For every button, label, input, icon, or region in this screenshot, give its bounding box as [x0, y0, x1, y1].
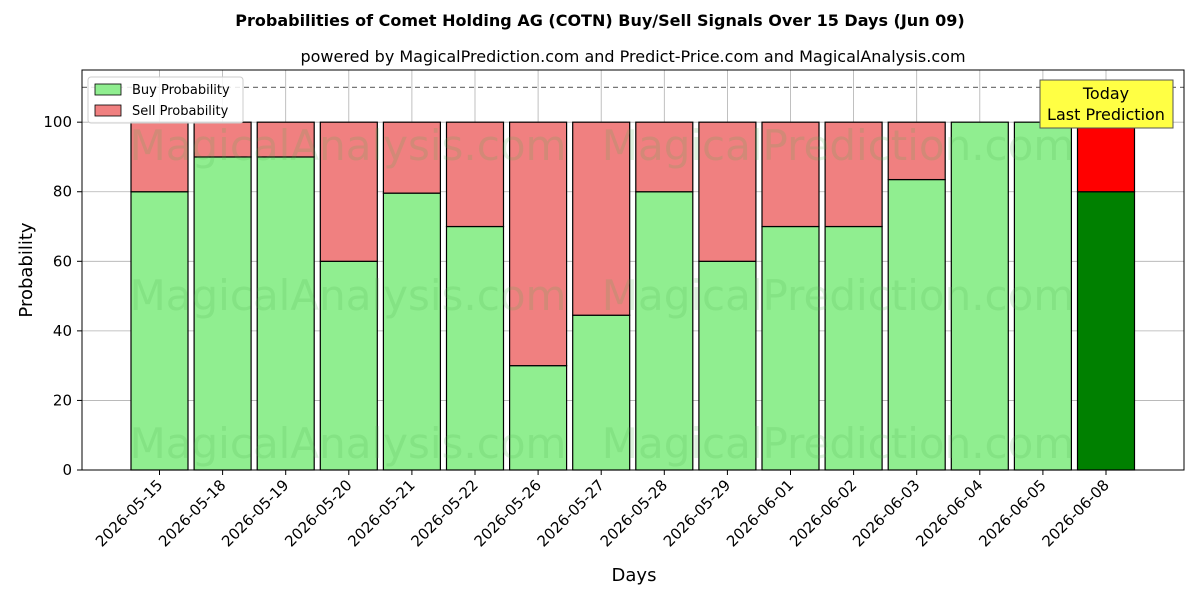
chart-title: Probabilities of Comet Holding AG (COTN)… — [235, 11, 964, 30]
buy-bar — [824, 225, 883, 471]
sell-bar — [445, 121, 505, 228]
annotation-box — [1039, 79, 1174, 129]
buy-bar — [761, 225, 820, 471]
watermark-text: MagicalPrediction.com — [602, 271, 1075, 320]
legend-label: Sell Probability — [132, 104, 229, 119]
buy-bar — [950, 121, 1009, 471]
sell-bar — [130, 121, 189, 193]
buy-bar — [382, 192, 441, 471]
sell-bar — [509, 121, 568, 367]
x-axis-label: Days — [612, 565, 657, 586]
buy-bar — [509, 365, 568, 471]
buy-bar — [698, 260, 757, 471]
sell-bar — [382, 121, 441, 194]
legend-swatch — [94, 104, 122, 117]
watermark-text: MagicalAnalysis.com — [130, 121, 567, 170]
y-tick-label: 40 — [53, 322, 72, 340]
watermark-text: MagicalPrediction.com — [602, 121, 1075, 170]
legend-box — [87, 76, 244, 124]
legend-swatch — [94, 83, 122, 96]
sell-bar — [572, 121, 631, 316]
annotation-text: Last Prediction — [1047, 105, 1165, 124]
sell-bar — [193, 121, 252, 158]
sell-bar — [698, 121, 757, 262]
y-tick-label: 0 — [62, 461, 72, 479]
watermark-text: MagicalAnalysis.com — [130, 419, 567, 468]
watermark-text: MagicalPrediction.com — [602, 419, 1075, 468]
buy-bar — [572, 314, 631, 471]
bars — [130, 121, 1136, 471]
watermark-text: MagicalAnalysis.com — [130, 271, 567, 320]
buy-bar — [256, 156, 315, 471]
buy-bar — [319, 260, 378, 471]
y-tick-label: 100 — [43, 113, 72, 131]
chart-subtitle: powered by MagicalPrediction.com and Pre… — [300, 47, 965, 66]
watermarks: MagicalAnalysis.com MagicalAnalysis.com Ma… — [130, 121, 1075, 468]
y-axis-label: Probability — [16, 222, 37, 317]
buy-bar — [1076, 191, 1136, 471]
sell-bar — [256, 121, 315, 158]
sell-bar — [635, 121, 694, 193]
legend-label: Buy Probability — [132, 83, 230, 98]
sell-bar — [761, 121, 820, 228]
sell-bar — [1076, 121, 1136, 193]
sell-bar — [824, 121, 883, 228]
legend: Buy Probability Sell Probability — [87, 76, 244, 124]
y-tick-label: 80 — [53, 183, 72, 201]
sell-bar — [319, 121, 378, 262]
annotation-text: Today — [1082, 84, 1129, 103]
y-axis: 0 20 40 60 80 100 — [43, 113, 82, 479]
buy-bar — [635, 191, 694, 471]
sell-bar — [887, 121, 946, 181]
buy-bar — [887, 178, 946, 471]
y-tick-label: 20 — [53, 391, 72, 409]
y-tick-label: 60 — [53, 252, 72, 270]
plot-frame — [81, 69, 1185, 471]
today-annotation: Today Last Prediction — [1039, 79, 1174, 129]
